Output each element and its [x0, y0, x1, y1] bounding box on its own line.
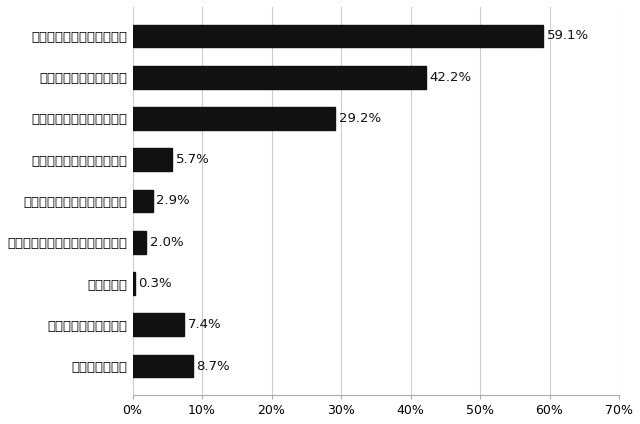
Text: 5.7%: 5.7%: [175, 153, 209, 166]
Bar: [132, 355, 193, 377]
Bar: [132, 231, 147, 254]
Bar: [132, 148, 172, 171]
Bar: [132, 25, 543, 47]
Text: 2.0%: 2.0%: [150, 236, 184, 249]
Text: 0.3%: 0.3%: [138, 277, 172, 290]
Text: 8.7%: 8.7%: [196, 360, 230, 373]
Text: 2.9%: 2.9%: [156, 195, 189, 207]
Text: 7.4%: 7.4%: [188, 318, 221, 331]
Text: 59.1%: 59.1%: [547, 29, 589, 42]
Text: 29.2%: 29.2%: [339, 112, 381, 125]
Bar: [132, 313, 184, 336]
Bar: [132, 107, 335, 130]
Bar: [132, 272, 134, 295]
Text: 42.2%: 42.2%: [429, 71, 472, 84]
Bar: [132, 190, 153, 212]
Bar: [132, 66, 426, 89]
